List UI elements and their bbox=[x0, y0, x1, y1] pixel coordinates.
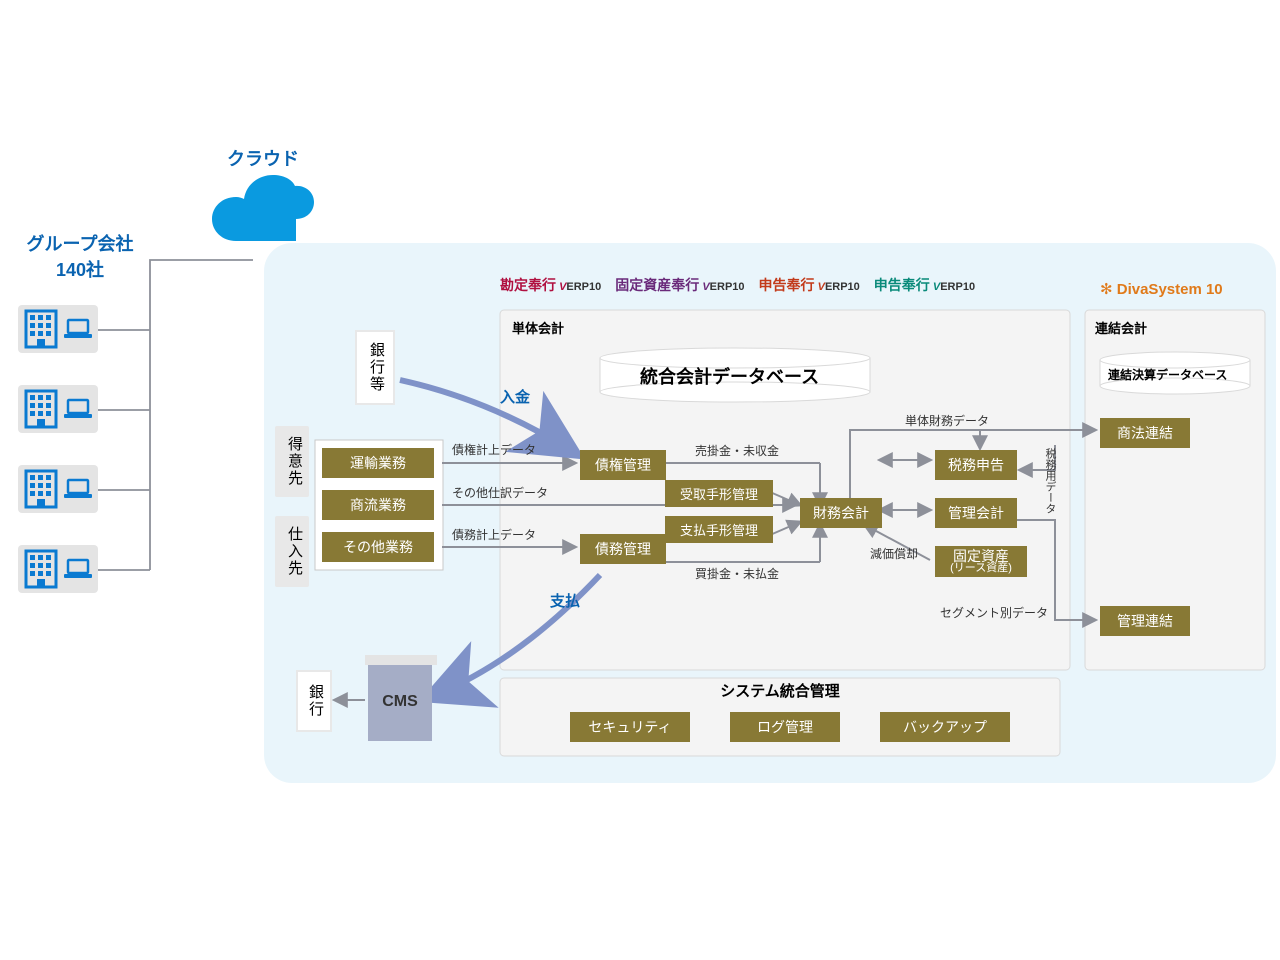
bank-etc-box: 銀行等 bbox=[355, 330, 395, 405]
mgmt-accounting: 管理会計 bbox=[935, 498, 1017, 528]
logo-kotei: 固定資産奉行 VERP10 bbox=[615, 275, 744, 295]
flow-standalone-fin: 単体財務データ bbox=[905, 412, 989, 429]
building-group-1 bbox=[18, 305, 98, 353]
diagram-canvas: クラウド グループ会社 140社 銀行等 得意先 仕入先 銀行 CMS 運輸業務… bbox=[0, 0, 1280, 960]
fixed-assets-sub: (リース資産) bbox=[939, 562, 1023, 574]
receivable-mgmt: 債権管理 bbox=[580, 450, 666, 480]
flow-tax-data: 税務用データ bbox=[1042, 448, 1058, 514]
building-icon bbox=[24, 309, 58, 349]
customer-box: 得意先 bbox=[275, 426, 309, 497]
supplier-box: 仕入先 bbox=[275, 516, 309, 587]
sysmgmt-log: ログ管理 bbox=[730, 712, 840, 742]
standalone-title: 単体会計 bbox=[512, 318, 564, 337]
sysmgmt-security: セキュリティ bbox=[570, 712, 690, 742]
notes-payable-mgmt: 支払手形管理 bbox=[665, 516, 773, 543]
building-group-2 bbox=[18, 385, 98, 433]
consolidated-db-label: 連結決算データベース bbox=[1108, 366, 1227, 383]
group-company-label: グループ会社 140社 bbox=[10, 230, 150, 282]
building-icon bbox=[24, 389, 58, 429]
cms-box: CMS bbox=[368, 663, 432, 741]
commercial-consolidation: 商法連結 bbox=[1100, 418, 1190, 448]
bank-box: 銀行 bbox=[296, 670, 332, 732]
laptop-icon bbox=[64, 318, 92, 340]
sysmgmt-title: システム統合管理 bbox=[500, 680, 1060, 701]
consolidated-title: 連結会計 bbox=[1095, 318, 1147, 337]
payable-mgmt: 債務管理 bbox=[580, 534, 666, 564]
cloud-label: クラウド bbox=[208, 145, 318, 171]
group-company-line2: 140社 bbox=[10, 256, 150, 282]
background-svg bbox=[0, 0, 1280, 960]
commerce-ops: 商流業務 bbox=[322, 490, 434, 520]
logo-shinkoku2: 申告奉行 VERP10 bbox=[874, 275, 975, 295]
laptop-icon bbox=[64, 398, 92, 420]
financial-accounting: 財務会計 bbox=[800, 498, 882, 528]
flow-payment: 支払 bbox=[550, 590, 580, 611]
building-group-4 bbox=[18, 545, 98, 593]
other-ops: その他業務 bbox=[322, 532, 434, 562]
laptop-icon bbox=[64, 478, 92, 500]
product-logos: 勘定奉行 VERP10 固定資産奉行 VERP10 申告奉行 VERP10 申告… bbox=[500, 275, 975, 295]
cloud-block: クラウド bbox=[208, 145, 318, 252]
tax-filing: 税務申告 bbox=[935, 450, 1017, 480]
cloud-icon bbox=[208, 175, 318, 247]
logo-kanzyo: 勘定奉行 VERP10 bbox=[500, 275, 601, 295]
building-group-3 bbox=[18, 465, 98, 513]
logo-shinkoku1: 申告奉行 VERP10 bbox=[759, 275, 860, 295]
group-company-line1: グループ会社 bbox=[10, 230, 150, 256]
management-consolidation: 管理連結 bbox=[1100, 606, 1190, 636]
notes-receivable-mgmt: 受取手形管理 bbox=[665, 480, 773, 507]
flow-other-entry: その他仕訳データ bbox=[452, 484, 548, 501]
building-icon bbox=[24, 549, 58, 589]
flow-ar: 売掛金・未収金 bbox=[695, 442, 779, 459]
flow-segment: セグメント別データ bbox=[940, 604, 1048, 621]
transport-ops: 運輸業務 bbox=[322, 448, 434, 478]
flow-depreciation: 減価償却 bbox=[870, 545, 918, 562]
laptop-icon bbox=[64, 558, 92, 580]
sysmgmt-backup: バックアップ bbox=[880, 712, 1010, 742]
flow-payable-data: 債務計上データ bbox=[452, 526, 536, 543]
flow-incoming: 入金 bbox=[500, 386, 530, 407]
fixed-assets: 固定資産 (リース資産) bbox=[935, 546, 1027, 577]
flow-receivable-data: 債権計上データ bbox=[452, 441, 536, 458]
flow-ap: 買掛金・未払金 bbox=[695, 565, 779, 582]
integrated-db-label: 統合会計データベース bbox=[640, 363, 819, 389]
building-icon bbox=[24, 469, 58, 509]
logo-diva: ✻ DivaSystem 10 bbox=[1100, 280, 1223, 298]
